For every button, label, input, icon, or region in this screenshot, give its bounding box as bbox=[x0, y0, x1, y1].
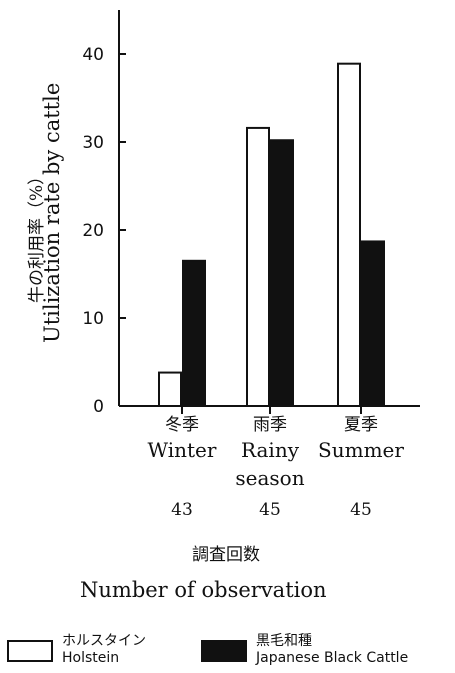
legend-swatch-holstein bbox=[7, 640, 53, 662]
legend-label-japanese-black-japanese: 黒毛和種 bbox=[256, 633, 312, 649]
legend-swatch-japanese-black bbox=[201, 640, 247, 662]
x-tick-label: Rainy bbox=[241, 438, 300, 462]
legend-label-holstein: Holstein bbox=[62, 650, 120, 666]
bar-japanese-black-cattle-summer bbox=[361, 240, 385, 407]
x-tick-label-line2: season bbox=[235, 466, 304, 490]
bar-holstein-summer bbox=[337, 62, 361, 408]
y-tick-label: 30 bbox=[82, 133, 104, 153]
observation-count-label: 45 bbox=[259, 500, 281, 520]
y-tick-label: 40 bbox=[82, 45, 104, 65]
x-tick-label: Summer bbox=[318, 438, 404, 462]
y-tick-label: 10 bbox=[82, 309, 104, 329]
y-axis-label: Utilization rate by cattle bbox=[40, 82, 64, 343]
bar-japanese-black-cattle-rainy bbox=[270, 139, 294, 408]
x-axis-label-japanese: 調査回数 bbox=[192, 545, 260, 565]
bar-japanese-black-cattle-winter bbox=[182, 259, 206, 407]
x-tick-label: Winter bbox=[148, 438, 217, 462]
bar-holstein-rainy bbox=[246, 126, 270, 407]
x-tick-label-japanese: 夏季 bbox=[344, 415, 378, 435]
legend-label-holstein-japanese: ホルスタイン bbox=[62, 633, 146, 649]
observation-count-label: 43 bbox=[171, 500, 193, 520]
y-tick-label: 20 bbox=[82, 221, 104, 241]
bar-chart: 0 10 20 30 40 冬季 Winter 43 雨季 Rainy season 45 夏季 Summ… bbox=[82, 10, 420, 520]
y-tick-label: 0 bbox=[93, 397, 104, 417]
x-tick-label-japanese: 冬季 bbox=[165, 415, 199, 435]
legend-label-japanese-black: Japanese Black Cattle bbox=[256, 650, 409, 666]
x-axis-label: Number of observation bbox=[80, 578, 327, 602]
bar-holstein-winter bbox=[158, 371, 182, 407]
x-tick-label-japanese: 雨季 bbox=[253, 415, 287, 435]
observation-count-label: 45 bbox=[350, 500, 372, 520]
